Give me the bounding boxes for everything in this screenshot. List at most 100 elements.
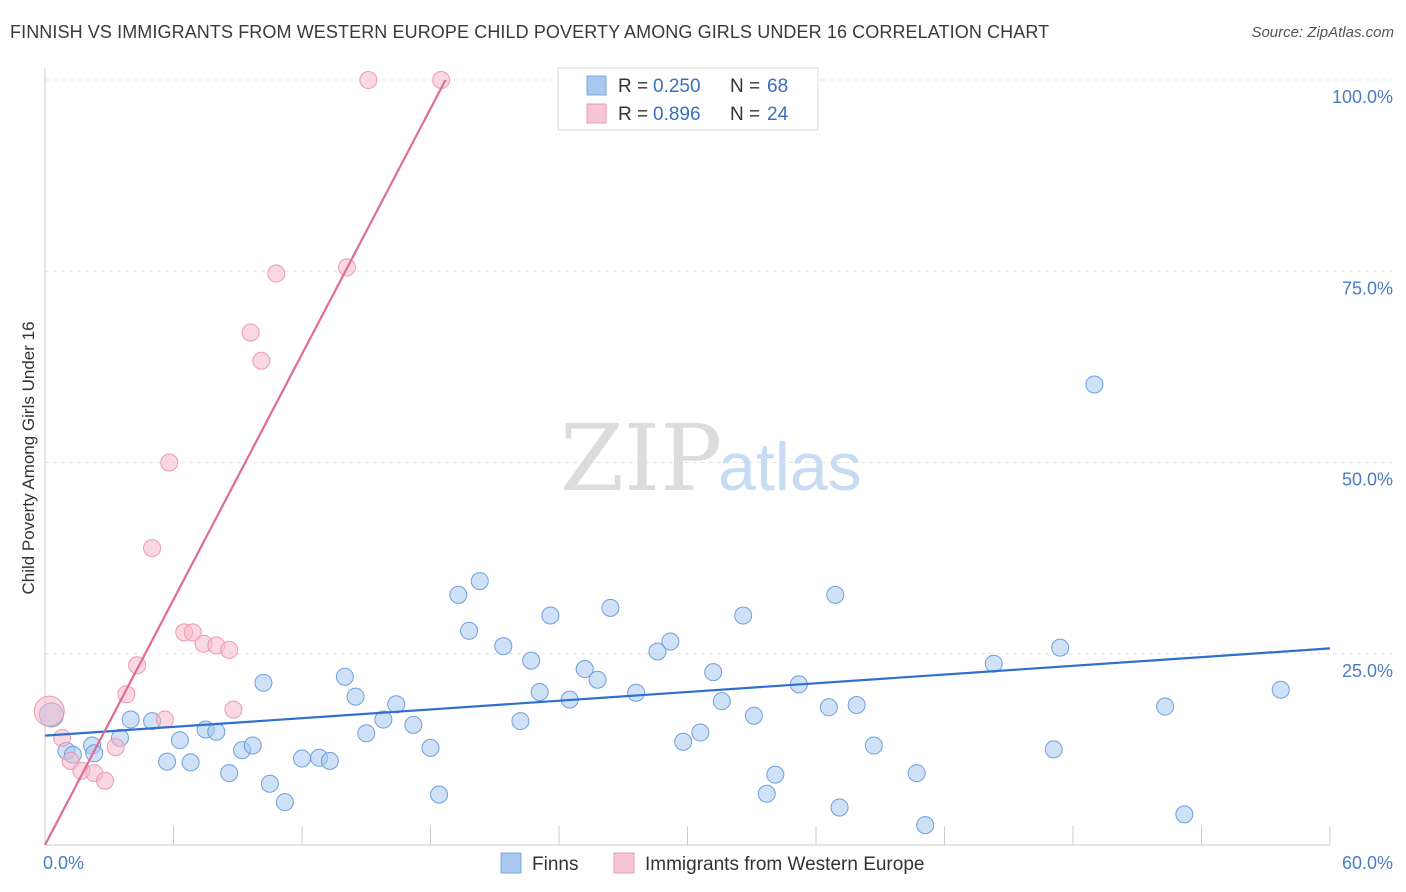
- finns-point: [170, 731, 189, 750]
- legend-n-finns: 68: [767, 76, 788, 97]
- finns-point: [530, 683, 549, 701]
- finns-point: [916, 816, 935, 835]
- finns-point: [691, 723, 710, 742]
- immigrants-trend-line: [44, 79, 447, 846]
- finns-point: [320, 751, 339, 770]
- immigrants-point: [95, 771, 114, 790]
- x-tick-label-1: 60.0%: [1342, 853, 1393, 873]
- finns-point: [293, 749, 311, 768]
- finns-point: [207, 722, 226, 741]
- y-tick-label-3: 100.0%: [1332, 87, 1393, 107]
- chart-title: FINNISH VS IMMIGRANTS FROM WESTERN EUROP…: [10, 22, 1050, 42]
- y-tick-label-2: 75.0%: [1342, 278, 1393, 298]
- finns-point: [1051, 638, 1070, 657]
- finns-point: [907, 764, 926, 783]
- finns-point: [1271, 680, 1290, 699]
- legend-r-immigrants: 0.896: [653, 104, 701, 125]
- y-axis-label: Child Poverty Among Girls Under 16: [19, 321, 38, 594]
- legend-n-immigrants: 24: [767, 104, 789, 125]
- bottom-legend-finns: Finns: [532, 854, 578, 875]
- finns-point: [522, 651, 541, 670]
- finns-point: [275, 793, 294, 812]
- grid-lines: [45, 79, 1392, 655]
- immigrants-points: [33, 71, 451, 790]
- immigrants-point: [241, 323, 260, 342]
- finns-point: [470, 572, 489, 591]
- finns-point: [712, 692, 731, 711]
- finns-point: [335, 667, 354, 686]
- immigrants-point: [183, 623, 202, 642]
- bottom-legend: Finns Immigrants from Western Europe: [500, 852, 924, 875]
- y-tick-label-0: 25.0%: [1342, 661, 1393, 681]
- legend-n-label-immigrants: N =: [730, 104, 760, 125]
- bottom-legend-swatch-finns: [500, 852, 522, 874]
- watermark-atlas: atlas: [718, 429, 862, 505]
- y-tick-labels: 25.0% 50.0% 75.0% 100.0%: [1332, 87, 1393, 681]
- finns-point: [648, 642, 667, 661]
- source-label: Source: ZipAtlas.com: [1251, 24, 1394, 41]
- finns-point: [847, 696, 866, 715]
- x-tick-label-0: 0.0%: [43, 853, 84, 873]
- immigrants-point: [359, 71, 378, 89]
- finns-point: [254, 673, 273, 692]
- legend-swatch-immigrants: [586, 103, 607, 124]
- finns-point: [704, 663, 723, 682]
- x-tick-labels: 0.0% 60.0%: [43, 853, 1393, 873]
- immigrants-point: [143, 539, 162, 558]
- finns-point: [627, 683, 646, 702]
- immigrants-point: [252, 351, 271, 370]
- immigrants-point: [33, 695, 65, 727]
- finns-point: [757, 784, 776, 803]
- finns-point: [357, 724, 376, 743]
- axes: [44, 68, 1331, 846]
- finns-point: [374, 710, 393, 729]
- finns-point: [494, 637, 513, 656]
- bottom-legend-swatch-immigrants: [613, 852, 635, 874]
- finns-point: [575, 660, 594, 679]
- finns-point: [387, 695, 406, 714]
- finns-point: [181, 753, 200, 772]
- finns-point: [1085, 375, 1104, 394]
- y-tick-label-1: 50.0%: [1342, 470, 1393, 490]
- immigrants-point: [155, 710, 174, 729]
- legend-swatch-finns: [586, 75, 607, 96]
- finns-point: [984, 654, 1003, 673]
- finns-point: [674, 732, 693, 751]
- finns-point: [541, 606, 560, 625]
- finns-point: [766, 765, 785, 784]
- finns-point: [260, 774, 279, 793]
- immigrants-point: [267, 264, 286, 283]
- trend-lines: [44, 79, 1331, 846]
- finns-point: [421, 738, 440, 757]
- finns-point: [430, 785, 449, 804]
- finns-point: [1044, 740, 1063, 759]
- finns-point: [404, 715, 423, 734]
- finns-point: [1175, 805, 1194, 824]
- finns-point: [826, 585, 845, 604]
- legend-r-label-finns: R =: [618, 76, 648, 97]
- finns-point: [819, 698, 838, 717]
- finns-point: [121, 710, 140, 729]
- finns-point: [830, 798, 849, 817]
- legend-r-label-immigrants: R =: [618, 104, 648, 125]
- finns-trend-line: [44, 647, 1331, 737]
- immigrants-point: [224, 700, 243, 719]
- bottom-legend-immigrants: Immigrants from Western Europe: [645, 854, 924, 875]
- immigrants-point: [160, 453, 179, 472]
- finns-point: [460, 621, 479, 640]
- finns-point: [158, 752, 177, 771]
- immigrants-point: [220, 640, 239, 659]
- finns-point: [744, 706, 763, 725]
- finns-point: [588, 670, 607, 689]
- finns-point: [1156, 697, 1175, 716]
- legend-n-label-finns: N =: [730, 76, 760, 97]
- finns-point: [864, 736, 883, 755]
- finns-point: [601, 598, 620, 617]
- immigrants-point: [53, 728, 72, 747]
- finns-point: [734, 606, 753, 625]
- finns-point: [511, 712, 530, 731]
- finns-point: [220, 764, 239, 783]
- watermark-zip: ZIP: [560, 405, 722, 512]
- immigrants-point: [106, 738, 125, 757]
